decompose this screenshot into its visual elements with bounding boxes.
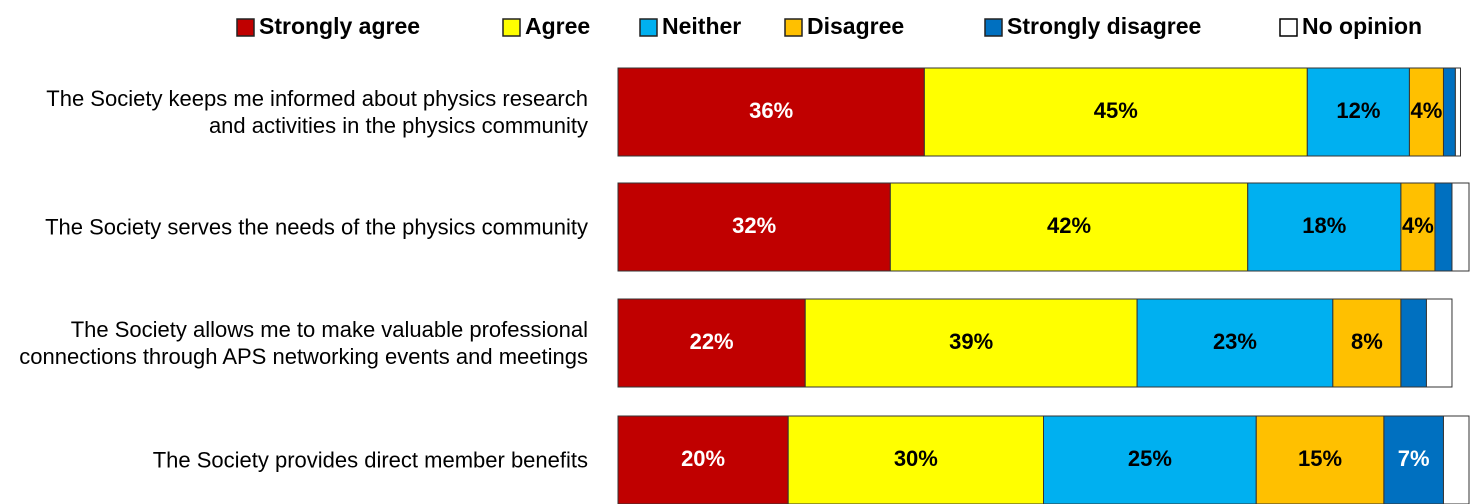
bar-segment: [617, 298, 806, 388]
data-label: 22%: [690, 329, 734, 354]
legend-swatch: [639, 18, 658, 37]
data-label: 45%: [1094, 98, 1138, 123]
data-label: 4%: [1411, 98, 1443, 123]
data-label: 7%: [1398, 446, 1430, 471]
bar-segment: [1442, 67, 1456, 157]
bar-segment: [1332, 298, 1402, 388]
data-label: 12%: [1336, 98, 1380, 123]
bar-segment: [1383, 415, 1444, 504]
data-label: 39%: [949, 329, 993, 354]
data-label: 18%: [1302, 213, 1346, 238]
bar-segment: [1400, 298, 1427, 388]
legend-swatch: [784, 18, 803, 37]
legend-label: Strongly agree: [259, 13, 420, 39]
bar-segment: [923, 67, 1308, 157]
legend-swatch: [236, 18, 255, 37]
data-label: 8%: [1351, 329, 1383, 354]
data-label: 32%: [732, 213, 776, 238]
legend-label: No opinion: [1302, 13, 1422, 39]
bar-segment: [1247, 182, 1402, 272]
bar-segment: [617, 182, 891, 272]
bar-segment: [889, 182, 1249, 272]
data-label: 30%: [894, 446, 938, 471]
data-label: 15%: [1298, 446, 1342, 471]
legend-label: Neither: [662, 13, 741, 39]
bar-segment: [1425, 298, 1453, 388]
category-label: The Society provides direct member benef…: [152, 447, 588, 473]
category-label: The Society allows me to make valuable p…: [19, 317, 588, 369]
legend-label: Strongly disagree: [1007, 13, 1201, 39]
category-label: The Society keeps me informed about phys…: [46, 86, 588, 138]
bar-segment: [1400, 182, 1436, 272]
bar-segment: [617, 67, 925, 157]
legend-label: Disagree: [807, 13, 904, 39]
bar-segment: [1454, 67, 1461, 157]
legend-swatch: [984, 18, 1003, 37]
bar-segment: [1306, 67, 1410, 157]
data-label: 20%: [681, 446, 725, 471]
category-label: The Society serves the needs of the phys…: [45, 214, 588, 240]
data-label: 23%: [1213, 329, 1257, 354]
data-label: 36%: [749, 98, 793, 123]
bar-segment: [1434, 182, 1453, 272]
legend-swatch: [502, 18, 521, 37]
data-label: 42%: [1047, 213, 1091, 238]
legend-swatch: [1279, 18, 1298, 37]
bar-segment: [1442, 415, 1470, 504]
data-label: 4%: [1402, 213, 1434, 238]
bar-segment: [804, 298, 1138, 388]
bar-segment: [617, 415, 789, 504]
bar-segment: [787, 415, 1045, 504]
data-label: 25%: [1128, 446, 1172, 471]
legend-label: Agree: [525, 13, 590, 39]
bar-segment: [1043, 415, 1257, 504]
bar-segment: [1451, 182, 1470, 272]
bar-segment: [1255, 415, 1385, 504]
